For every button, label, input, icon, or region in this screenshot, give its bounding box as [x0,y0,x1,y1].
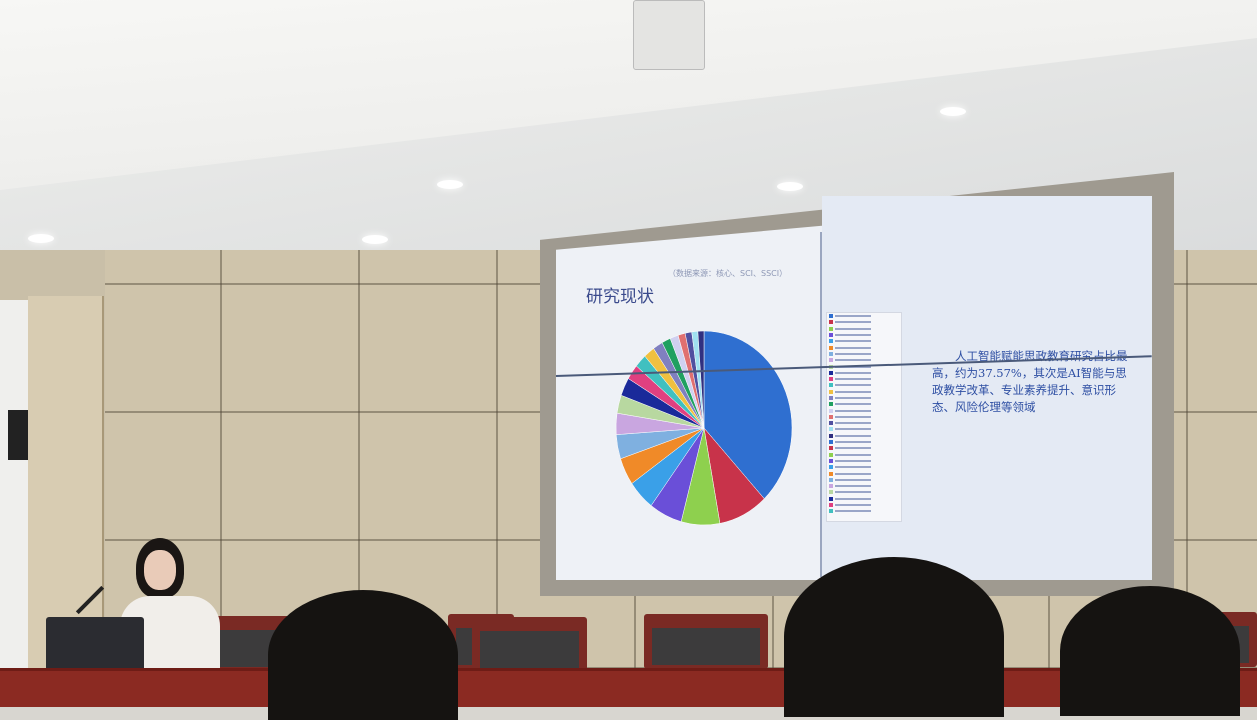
ceiling-light [777,182,803,191]
legend-entry [827,395,901,401]
ceiling-speaker [633,0,705,70]
legend-entry [827,477,901,483]
wall-speaker [8,410,28,460]
audience-head [784,557,1004,717]
pie-chart [615,330,793,526]
legend-entry [827,407,901,413]
legend-entry [827,483,901,489]
slide-title: 研究现状 [586,287,654,307]
legend-entry [827,426,901,432]
slide-subtitle: （数据来源：核心、SCI、SSCI） [668,269,788,278]
legend-entry [827,496,901,502]
pie-legend [826,312,902,522]
pillar [28,296,104,676]
legend-entry [827,470,901,476]
side-wall [0,300,28,680]
legend-entry [827,452,901,458]
pie-slice [697,330,705,429]
legend-entry [827,420,901,426]
pie-slice [703,330,793,500]
legend-entry [827,508,901,514]
slide-note: 人工智能赋能思政教育研究占比最高，约为37.57%，其次是AI智能与思政教学改革… [932,349,1128,414]
legend-entry [827,389,901,395]
legend-entry [827,351,901,357]
legend-entry [827,313,901,319]
desk [0,668,1257,707]
legend-entry [827,338,901,344]
legend-entry [827,401,901,407]
legend-entry [827,439,901,445]
legend-entry [827,433,901,439]
legend-entry [827,370,901,376]
legend-entry [827,376,901,382]
ceiling-light [940,107,966,116]
laptop [46,617,144,671]
legend-entry [827,445,901,451]
legend-entry [827,489,901,495]
legend-entry [827,326,901,332]
chair [472,617,587,672]
legend-entry [827,319,901,325]
legend-entry [827,332,901,338]
ceiling-light [437,180,463,189]
screen-divider [820,232,822,577]
chair [644,614,768,669]
legend-entry [827,344,901,350]
ceiling-light [362,235,388,244]
audience-head [1060,586,1240,716]
legend-entry [827,458,901,464]
legend-entry [827,414,901,420]
ceiling-light [28,234,54,243]
legend-entry [827,502,901,508]
audience-head [268,590,458,720]
legend-entry [827,357,901,363]
legend-entry [827,382,901,388]
legend-entry [827,464,901,470]
